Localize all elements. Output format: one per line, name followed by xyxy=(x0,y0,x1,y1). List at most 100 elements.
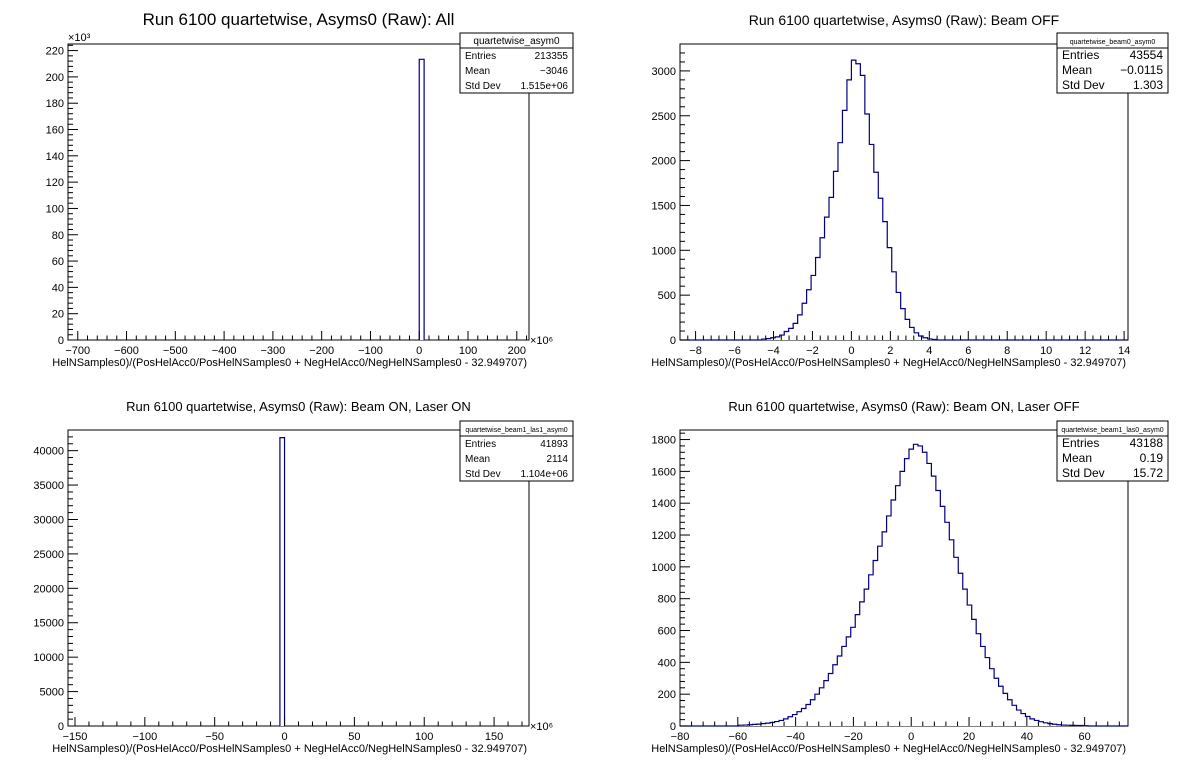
histogram-bar xyxy=(833,171,838,340)
histogram-bar xyxy=(1016,710,1021,726)
histogram-bar xyxy=(801,708,806,726)
y-tick-label: 15000 xyxy=(33,618,64,630)
y-axis: 0 5000 10000 15000 20000 25000 30000 35000 40000 xyxy=(33,429,78,733)
histogram-bar xyxy=(891,271,897,340)
histogram-bar xyxy=(917,445,923,726)
histogram-bar xyxy=(766,338,771,340)
stats-box: quartetwise_beam1_las0_asym0 Entries 43188… xyxy=(1056,420,1169,482)
histogram-bar xyxy=(796,711,802,726)
stats-box: quartetwise_beam0_asym0 Entries 43554 Mean −… xyxy=(1056,32,1169,94)
stats-row-value: 0.19 xyxy=(1140,451,1164,465)
stats-row-value: 15.72 xyxy=(1133,466,1163,480)
y-tick-label: 1000 xyxy=(652,562,676,574)
histogram-bar xyxy=(913,444,918,726)
y-tick-label: 200 xyxy=(46,72,64,84)
y-tick-label: 30000 xyxy=(33,514,64,526)
y-tick-label: 0 xyxy=(58,721,64,733)
x-tick-label: −80 xyxy=(671,731,690,743)
histogram-bar xyxy=(1038,721,1044,726)
y-tick-label: 600 xyxy=(658,626,676,638)
histogram-pad-2: Run 6100 quartetwise, Asyms0 (Raw): Beam… xyxy=(651,12,1169,369)
histogram-bar xyxy=(279,437,285,726)
histogram-bar xyxy=(846,636,851,726)
histogram-bar xyxy=(842,110,847,340)
histogram-bar xyxy=(1020,713,1026,726)
x-tick-label: 0 xyxy=(416,345,422,357)
y-tick-label: 200 xyxy=(658,689,676,701)
stats-row-label: Entries xyxy=(1062,48,1099,62)
y-tick-label: 1600 xyxy=(652,466,676,478)
histogram-bar xyxy=(419,59,425,341)
stats-row-label: Mean xyxy=(1062,63,1092,77)
histogram-bar xyxy=(814,694,820,726)
x-tick-label: 0 xyxy=(908,731,914,743)
histogram-bar xyxy=(994,678,999,726)
histogram-bar xyxy=(779,335,785,340)
y-tick-label: 25000 xyxy=(33,549,64,561)
histogram-bar xyxy=(896,292,901,340)
histogram-bar xyxy=(873,560,878,726)
stats-box: quartetwise_asym0 Entries 213355 Mean −3046 S… xyxy=(459,32,574,94)
histogram-bars xyxy=(419,59,425,341)
x-tick-label: 14 xyxy=(1118,345,1130,357)
histogram-outline xyxy=(680,443,1128,727)
histogram-bar xyxy=(810,699,815,726)
histogram-bar xyxy=(985,657,990,726)
x-tick-label: −150 xyxy=(63,731,88,743)
histogram-bar xyxy=(918,335,924,340)
y-tick-label: 400 xyxy=(658,657,676,669)
histogram-bar xyxy=(1052,724,1057,726)
x-tick-label: 8 xyxy=(1004,345,1010,357)
y-tick-label: 100 xyxy=(46,203,64,215)
histogram-bar xyxy=(900,308,906,340)
histogram-bar xyxy=(905,319,910,340)
histogram-bar xyxy=(805,704,811,726)
stats-box-frame xyxy=(1056,32,1169,94)
histogram-bar xyxy=(819,687,824,726)
histogram-bar xyxy=(855,63,861,340)
y-tick-label: 35000 xyxy=(33,480,64,492)
histogram-bar xyxy=(868,574,874,726)
y-tick-label: 0 xyxy=(670,721,676,733)
stats-row-value: 2114 xyxy=(546,454,568,465)
stats-row-label: Std Dev xyxy=(465,469,501,480)
y-tick-label: 120 xyxy=(46,177,64,189)
histogram-bar xyxy=(837,142,843,340)
histogram-pad-1: Run 6100 quartetwise, Asyms0 (Raw): All 0… xyxy=(46,10,574,369)
x-tick-label: −6 xyxy=(728,345,741,357)
chart-title: Run 6100 quartetwise, Asyms0 (Raw): Beam… xyxy=(749,12,1059,28)
y-axis: 0 20 40 60 80 100 120 140 160 180 200 220 xyxy=(46,44,78,347)
y-tick-label: 40 xyxy=(52,282,64,294)
histogram-bar xyxy=(859,601,865,726)
x-axis: −80 −60 −40 −20 0 20 40 60 xyxy=(671,717,1120,743)
stats-row-label: Std Dev xyxy=(1062,78,1105,92)
histogram-bar xyxy=(806,289,812,340)
histogram-outline xyxy=(279,437,286,726)
histogram-bar xyxy=(793,323,798,340)
histogram-bar xyxy=(962,589,968,726)
x-tick-label: 10 xyxy=(1040,345,1052,357)
histogram-bar xyxy=(792,714,797,726)
x-axis: −150 −100 −50 0 50 100 150 xyxy=(63,717,523,743)
histogram-outline xyxy=(418,58,425,340)
x-tick-label: 60 xyxy=(1079,731,1091,743)
histogram-bar xyxy=(931,476,936,726)
stats-box-frame xyxy=(459,420,574,482)
x-axis-multiplier: ×10⁶ xyxy=(530,721,553,733)
histogram-bar xyxy=(1056,724,1062,726)
stats-row-value: 213355 xyxy=(535,51,569,62)
histogram-bar xyxy=(967,605,972,726)
histogram-bar xyxy=(752,724,757,726)
histogram-bar xyxy=(976,633,981,726)
stats-row-value: −0.0115 xyxy=(1120,63,1163,77)
y-tick-label: 500 xyxy=(658,290,676,302)
y-axis: 0 500 1000 1500 2000 2500 3000 xyxy=(652,43,690,347)
y-tick-label: 0 xyxy=(670,335,676,347)
y-tick-label: 0 xyxy=(58,335,64,347)
histogram-bar xyxy=(775,336,780,340)
stats-box: quartetwise_beam1_las1_asym0 Entries 41893… xyxy=(459,420,574,482)
y-tick-label: 2000 xyxy=(652,156,676,168)
y-tick-label: 20 xyxy=(52,309,64,321)
x-tick-label: −100 xyxy=(132,731,157,743)
histogram-bar xyxy=(788,716,793,726)
